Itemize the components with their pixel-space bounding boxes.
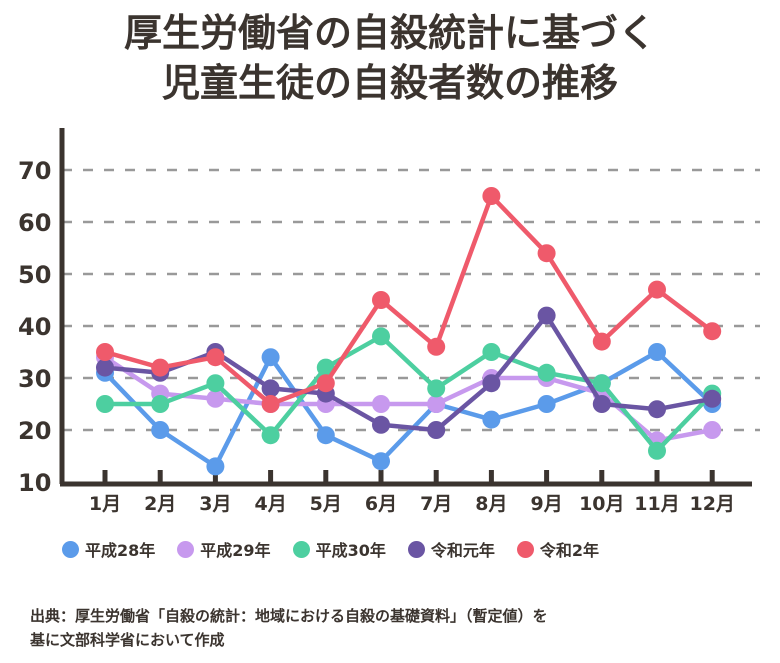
data-point [316, 426, 335, 445]
legend: 平成28年 平成29年 平成30年 令和元年 令和2年 [62, 537, 599, 561]
data-point [592, 332, 611, 351]
data-point [592, 395, 611, 413]
legend-marker [516, 540, 534, 558]
x-tick-label: 1月 [89, 493, 121, 515]
x-tick-label: 8月 [475, 493, 507, 515]
data-point [261, 379, 280, 398]
data-point [261, 426, 280, 445]
data-point [537, 395, 556, 413]
data-point [206, 457, 225, 476]
data-point [482, 374, 501, 393]
x-tick-label: 12月 [689, 493, 734, 515]
series-line [104, 193, 714, 407]
data-point [206, 374, 225, 393]
data-point [427, 337, 446, 356]
y-tick-label: 70 [18, 157, 51, 185]
x-tick-label: 5月 [310, 493, 342, 515]
legend-label: 平成28年 [85, 541, 156, 560]
data-point [427, 395, 446, 413]
data-point [206, 389, 225, 408]
chart-title-line1: 厚生労働省の自殺統計に基づく [123, 11, 656, 55]
x-tick-label: 4月 [254, 493, 286, 515]
x-tick-label: 3月 [199, 493, 231, 515]
source-line2: 基に文部科学省において作成 [30, 631, 225, 649]
x-tick-label: 10月 [579, 493, 624, 515]
data-point [96, 343, 114, 361]
data-point [372, 415, 390, 434]
data-point [648, 343, 666, 361]
x-tick-label: 11月 [634, 493, 679, 515]
series-4 [96, 187, 722, 413]
data-point [648, 441, 666, 460]
data-point [648, 280, 666, 299]
data-point [703, 322, 722, 341]
series-line [103, 355, 713, 443]
x-tick-label: 9月 [530, 493, 562, 515]
source-note: 出典：厚生労働省「自殺の統計：地域における自殺の基礎資料」（暫定値）を 基に文部… [30, 604, 548, 652]
legend-item: 平成30年 [292, 537, 386, 561]
data-point [372, 291, 390, 309]
legend-marker [292, 540, 310, 558]
y-tick-label: 10 [18, 469, 51, 497]
data-point [537, 363, 556, 382]
data-point [316, 358, 335, 377]
data-point [703, 421, 722, 439]
legend-item: 令和元年 [407, 537, 495, 561]
chart-title-line2: 児童生徒の自殺者数の推移 [161, 61, 618, 105]
series-line [104, 313, 713, 433]
legend-label: 令和元年 [430, 541, 495, 560]
y-tick-label: 40 [18, 313, 51, 341]
data-point [537, 306, 556, 325]
data-point [151, 421, 170, 439]
data-point [372, 395, 390, 413]
legend-item: 平成28年 [62, 537, 155, 561]
series-0 [96, 343, 722, 476]
data-point [648, 400, 666, 419]
data-point [427, 379, 446, 398]
legend-label: 平成29年 [200, 541, 271, 560]
data-point [372, 327, 390, 346]
y-tick-label: 20 [18, 417, 51, 445]
legend-item: 平成29年 [177, 537, 271, 561]
legend-label: 令和2年 [539, 541, 599, 560]
data-point [537, 244, 556, 263]
data-point [261, 348, 280, 367]
data-point [151, 395, 170, 413]
series-2 [96, 327, 722, 460]
x-tick-label: 7月 [420, 493, 452, 515]
data-point [482, 343, 501, 361]
legend-marker [407, 540, 425, 558]
plot-area: 10 20 30 40 50 60 70 1月 2月 3月 4月 5月 6月 7月 8月 9月 10月 11月 12… [18, 128, 760, 515]
data-point [96, 395, 114, 413]
data-point [372, 452, 390, 471]
y-tick-label: 30 [18, 365, 51, 393]
x-tick-label: 6月 [365, 493, 397, 515]
series-line [105, 334, 714, 454]
data-point [482, 410, 501, 429]
data-point [592, 374, 611, 393]
data-point [316, 374, 335, 393]
data-point [482, 187, 501, 205]
y-tick-label: 60 [18, 209, 51, 237]
data-point [151, 358, 170, 377]
series-line [103, 349, 714, 469]
y-tick-label: 50 [18, 261, 51, 289]
data-point [96, 358, 114, 377]
legend-marker [177, 540, 195, 558]
data-point [261, 395, 280, 413]
data-point [206, 348, 225, 367]
source-line1: 出典：厚生労働省「自殺の統計：地域における自殺の基礎資料」（暫定値）を [30, 607, 548, 625]
data-point [427, 421, 446, 439]
x-tick-label: 2月 [144, 493, 176, 515]
data-point [703, 389, 722, 408]
legend-item: 令和2年 [516, 537, 599, 561]
legend-label: 平成30年 [315, 541, 386, 560]
legend-marker [62, 540, 79, 558]
